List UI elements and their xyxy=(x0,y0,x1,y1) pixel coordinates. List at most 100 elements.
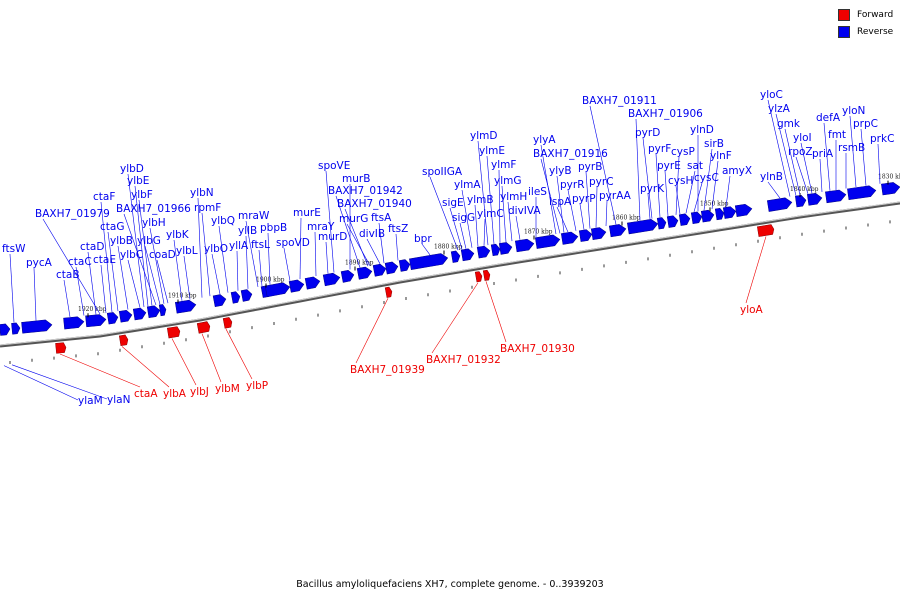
reverse-gene-block xyxy=(264,282,291,298)
gene-leader-line xyxy=(711,160,719,210)
reverse-gene-block xyxy=(678,213,691,226)
gene-leader-line xyxy=(236,250,239,291)
reverse-gene-block xyxy=(825,189,847,204)
gene-label-ylbe: ylbE xyxy=(127,175,149,187)
tick-label: 1900 kbp xyxy=(256,276,285,283)
reverse-gene-block xyxy=(240,289,253,302)
gene-label-pyca: pycA xyxy=(26,257,53,269)
reverse-gene-block xyxy=(11,322,21,335)
gene-leader-line xyxy=(725,175,731,207)
legend-item-forward: Forward xyxy=(838,8,893,22)
gene-label-amyx: amyX xyxy=(722,165,752,177)
reverse-gene-block xyxy=(146,305,161,319)
reverse-gene-block xyxy=(514,238,535,253)
gene-label-pbpb: pbpB xyxy=(260,222,287,234)
reverse-gene-block xyxy=(498,242,513,255)
gene-label-bpr: bpr xyxy=(414,233,432,245)
gene-label-ylbg: ylbG xyxy=(137,235,161,247)
gene-leader-line xyxy=(134,185,149,307)
gene-label-ylmh: ylmH xyxy=(500,191,527,203)
gene-leader-line xyxy=(501,185,507,243)
gene-label-murd: murD xyxy=(318,231,347,243)
gene-leader-line xyxy=(474,204,479,247)
genome-title: Bacillus amyloliquefaciens XH7, complete… xyxy=(296,579,604,590)
gene-leader-line xyxy=(449,207,463,250)
tick-label: 1920 kbp xyxy=(78,306,107,313)
gene-leader-line xyxy=(201,333,222,383)
tick-label: 1860 kbp xyxy=(612,214,641,221)
reverse-gene-block xyxy=(608,224,627,238)
gene-label-ylbm: ylbM xyxy=(215,383,240,395)
forward-gene-block xyxy=(384,286,393,298)
reverse-gene-block xyxy=(700,209,715,223)
gene-label-fmt: fmt xyxy=(828,129,846,141)
gene-leader-line xyxy=(123,213,157,306)
reverse-gene-block xyxy=(372,263,387,277)
gene-label-pyrd: pyrD xyxy=(635,127,660,139)
gene-label-ylmf: ylmF xyxy=(491,159,516,171)
gene-label-sige: sigE xyxy=(442,197,464,209)
gene-leader-line xyxy=(767,181,781,199)
gene-label-pyrr: pyrR xyxy=(560,179,585,191)
gene-leader-line xyxy=(642,137,653,219)
reverse-gene-block xyxy=(409,253,449,270)
reverse-gene-block xyxy=(21,319,53,334)
gene-leader-line xyxy=(121,346,170,388)
gene-label-lspa: lspA xyxy=(549,196,572,208)
gene-label-ctad: ctaD xyxy=(80,241,104,253)
gene-leader-line xyxy=(344,208,369,267)
gene-label-ylya: ylyA xyxy=(533,134,556,146)
gene-leader-line xyxy=(42,218,101,315)
gene-label-ylbd: ylbD xyxy=(120,163,144,175)
gene-label-baxh7-01906: BAXH7_01906 xyxy=(628,108,703,120)
gene-leader-line xyxy=(245,235,249,289)
gene-leader-line xyxy=(127,173,145,307)
gene-leader-line xyxy=(225,328,253,380)
gene-leader-line xyxy=(675,156,680,215)
gene-leader-line xyxy=(33,267,37,321)
gene-label-ylbp: ylbP xyxy=(246,380,268,392)
reverse-gene-block xyxy=(881,182,900,196)
gene-label-pyrk: pyrK xyxy=(640,183,665,195)
gene-label-ylbl: ylbL xyxy=(176,245,198,257)
gene-leader-line xyxy=(171,338,197,386)
gene-label-defa: defA xyxy=(816,112,841,124)
gene-label-ctaa: ctaA xyxy=(134,388,158,400)
gene-leader-line xyxy=(589,105,617,225)
gene-label-pria: priA xyxy=(812,148,834,160)
gene-label-rpmf: rpmF xyxy=(194,202,221,214)
gene-leader-line xyxy=(87,251,97,315)
reverse-gene-block xyxy=(490,243,501,257)
tick-label: 1880 kbp xyxy=(434,244,463,251)
gene-leader-line xyxy=(107,231,119,312)
gene-leader-line xyxy=(378,222,385,264)
gene-label-rsmb: rsmB xyxy=(838,142,865,154)
reverse-gene-block xyxy=(384,261,399,275)
legend-swatch-reverse xyxy=(838,26,850,38)
gene-label-sat: sat xyxy=(687,160,703,172)
gene-label-sirb: sirB xyxy=(704,138,724,150)
forward-gene-block xyxy=(118,334,129,347)
gene-label-ylmg: ylmG xyxy=(494,175,522,187)
gene-leader-line xyxy=(183,255,191,300)
gene-leader-line xyxy=(579,203,585,230)
gene-leader-line xyxy=(685,170,696,214)
reverse-gene-block xyxy=(304,276,321,290)
gene-label-spoiiga: spoIIGA xyxy=(422,166,463,178)
gene-leader-line xyxy=(860,128,867,186)
gene-leader-line xyxy=(245,220,259,288)
gene-leader-line xyxy=(299,217,302,280)
gene-leader-line xyxy=(461,189,473,248)
genome-backbone xyxy=(0,201,900,348)
gene-label-ylla: yllA xyxy=(229,240,249,252)
reverse-gene-block xyxy=(106,312,119,325)
gene-leader-line xyxy=(429,176,459,251)
gene-label-divib: divIB xyxy=(359,228,385,240)
gene-leader-line xyxy=(675,185,681,215)
gene-label-gmk: gmk xyxy=(777,118,801,130)
gene-leader-line xyxy=(703,148,713,211)
gene-label-baxh7-01966: BAXH7_01966 xyxy=(116,203,191,215)
reverse-gene-block xyxy=(0,323,11,336)
